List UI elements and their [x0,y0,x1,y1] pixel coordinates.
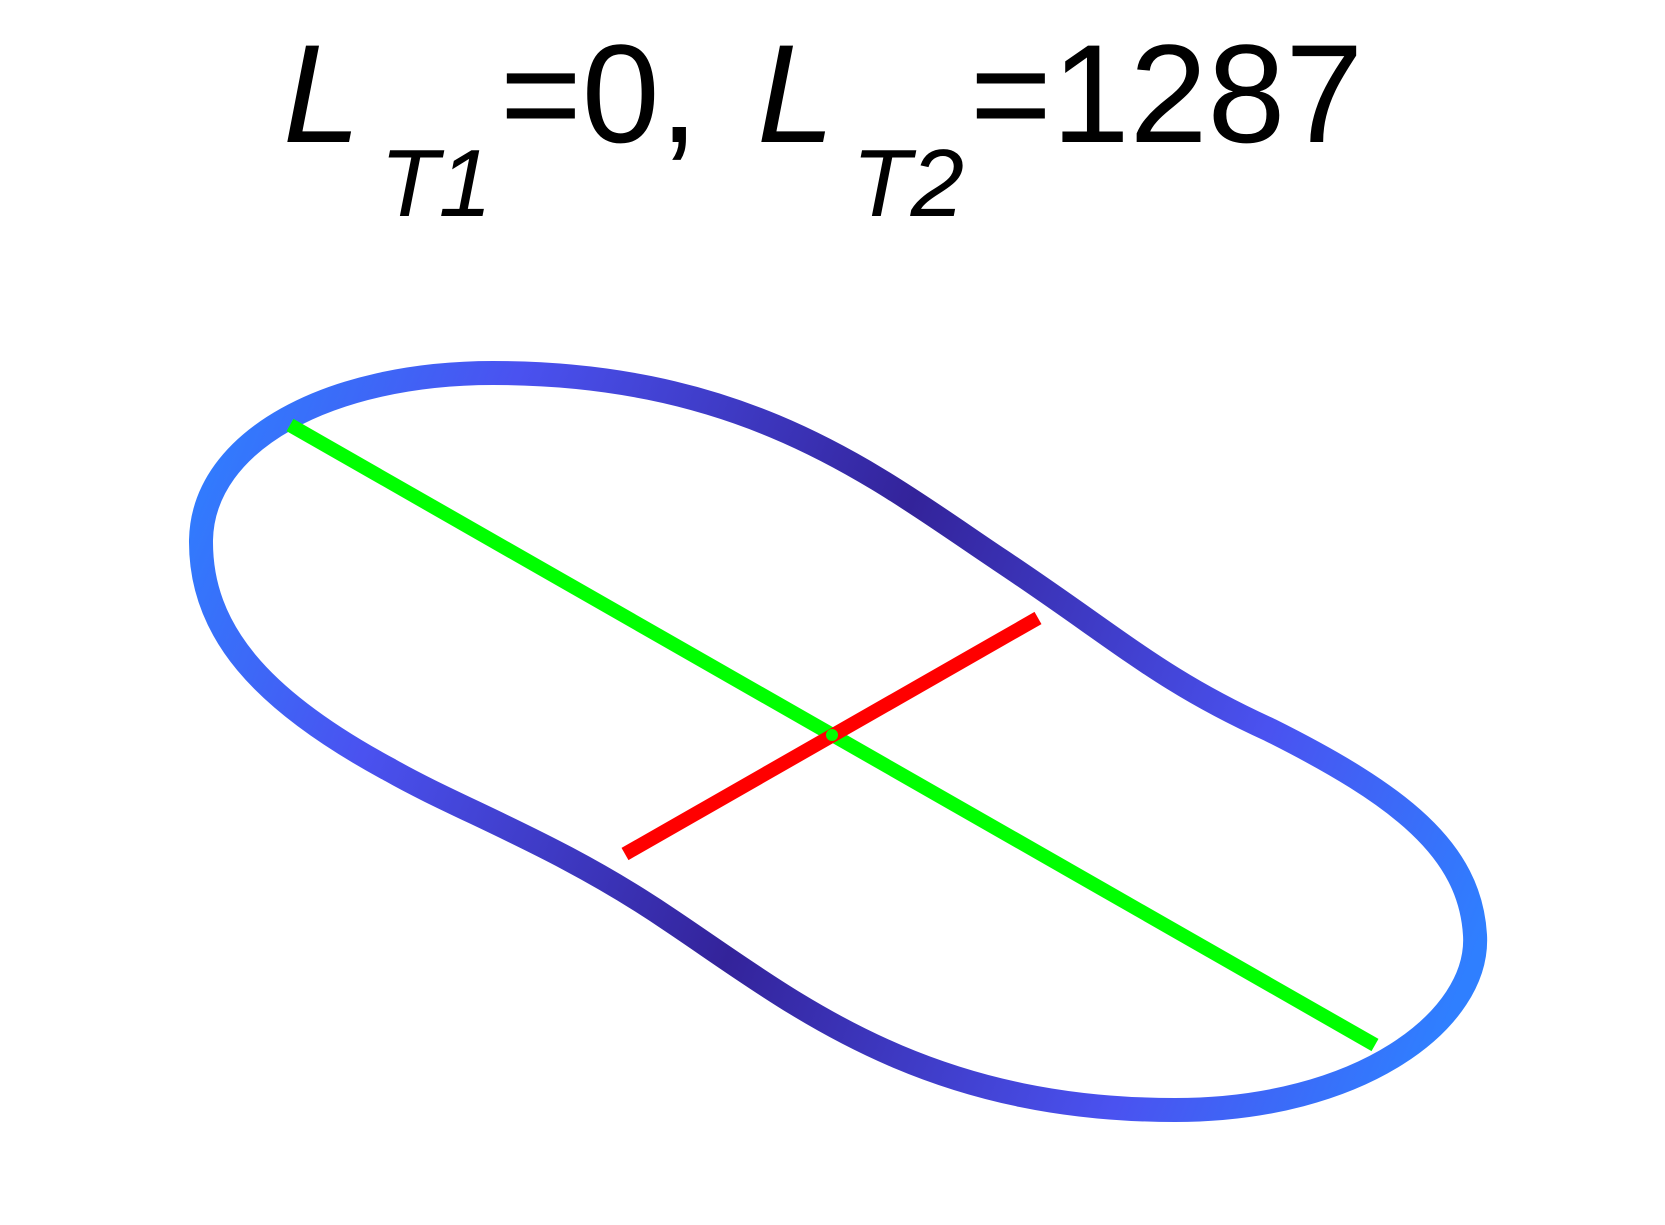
axis-intersection [826,729,838,741]
shape-outline [188,361,1488,1122]
label2-symbol: L [757,15,835,172]
label1-value: =0, [500,15,699,172]
label2-value: =1287 [970,15,1363,172]
title: L T1 =0, L T2 =1287 [283,15,1363,237]
label2-subscript: T2 [852,130,964,237]
label1-symbol: L [283,15,361,172]
label1-subscript: T1 [380,130,492,237]
